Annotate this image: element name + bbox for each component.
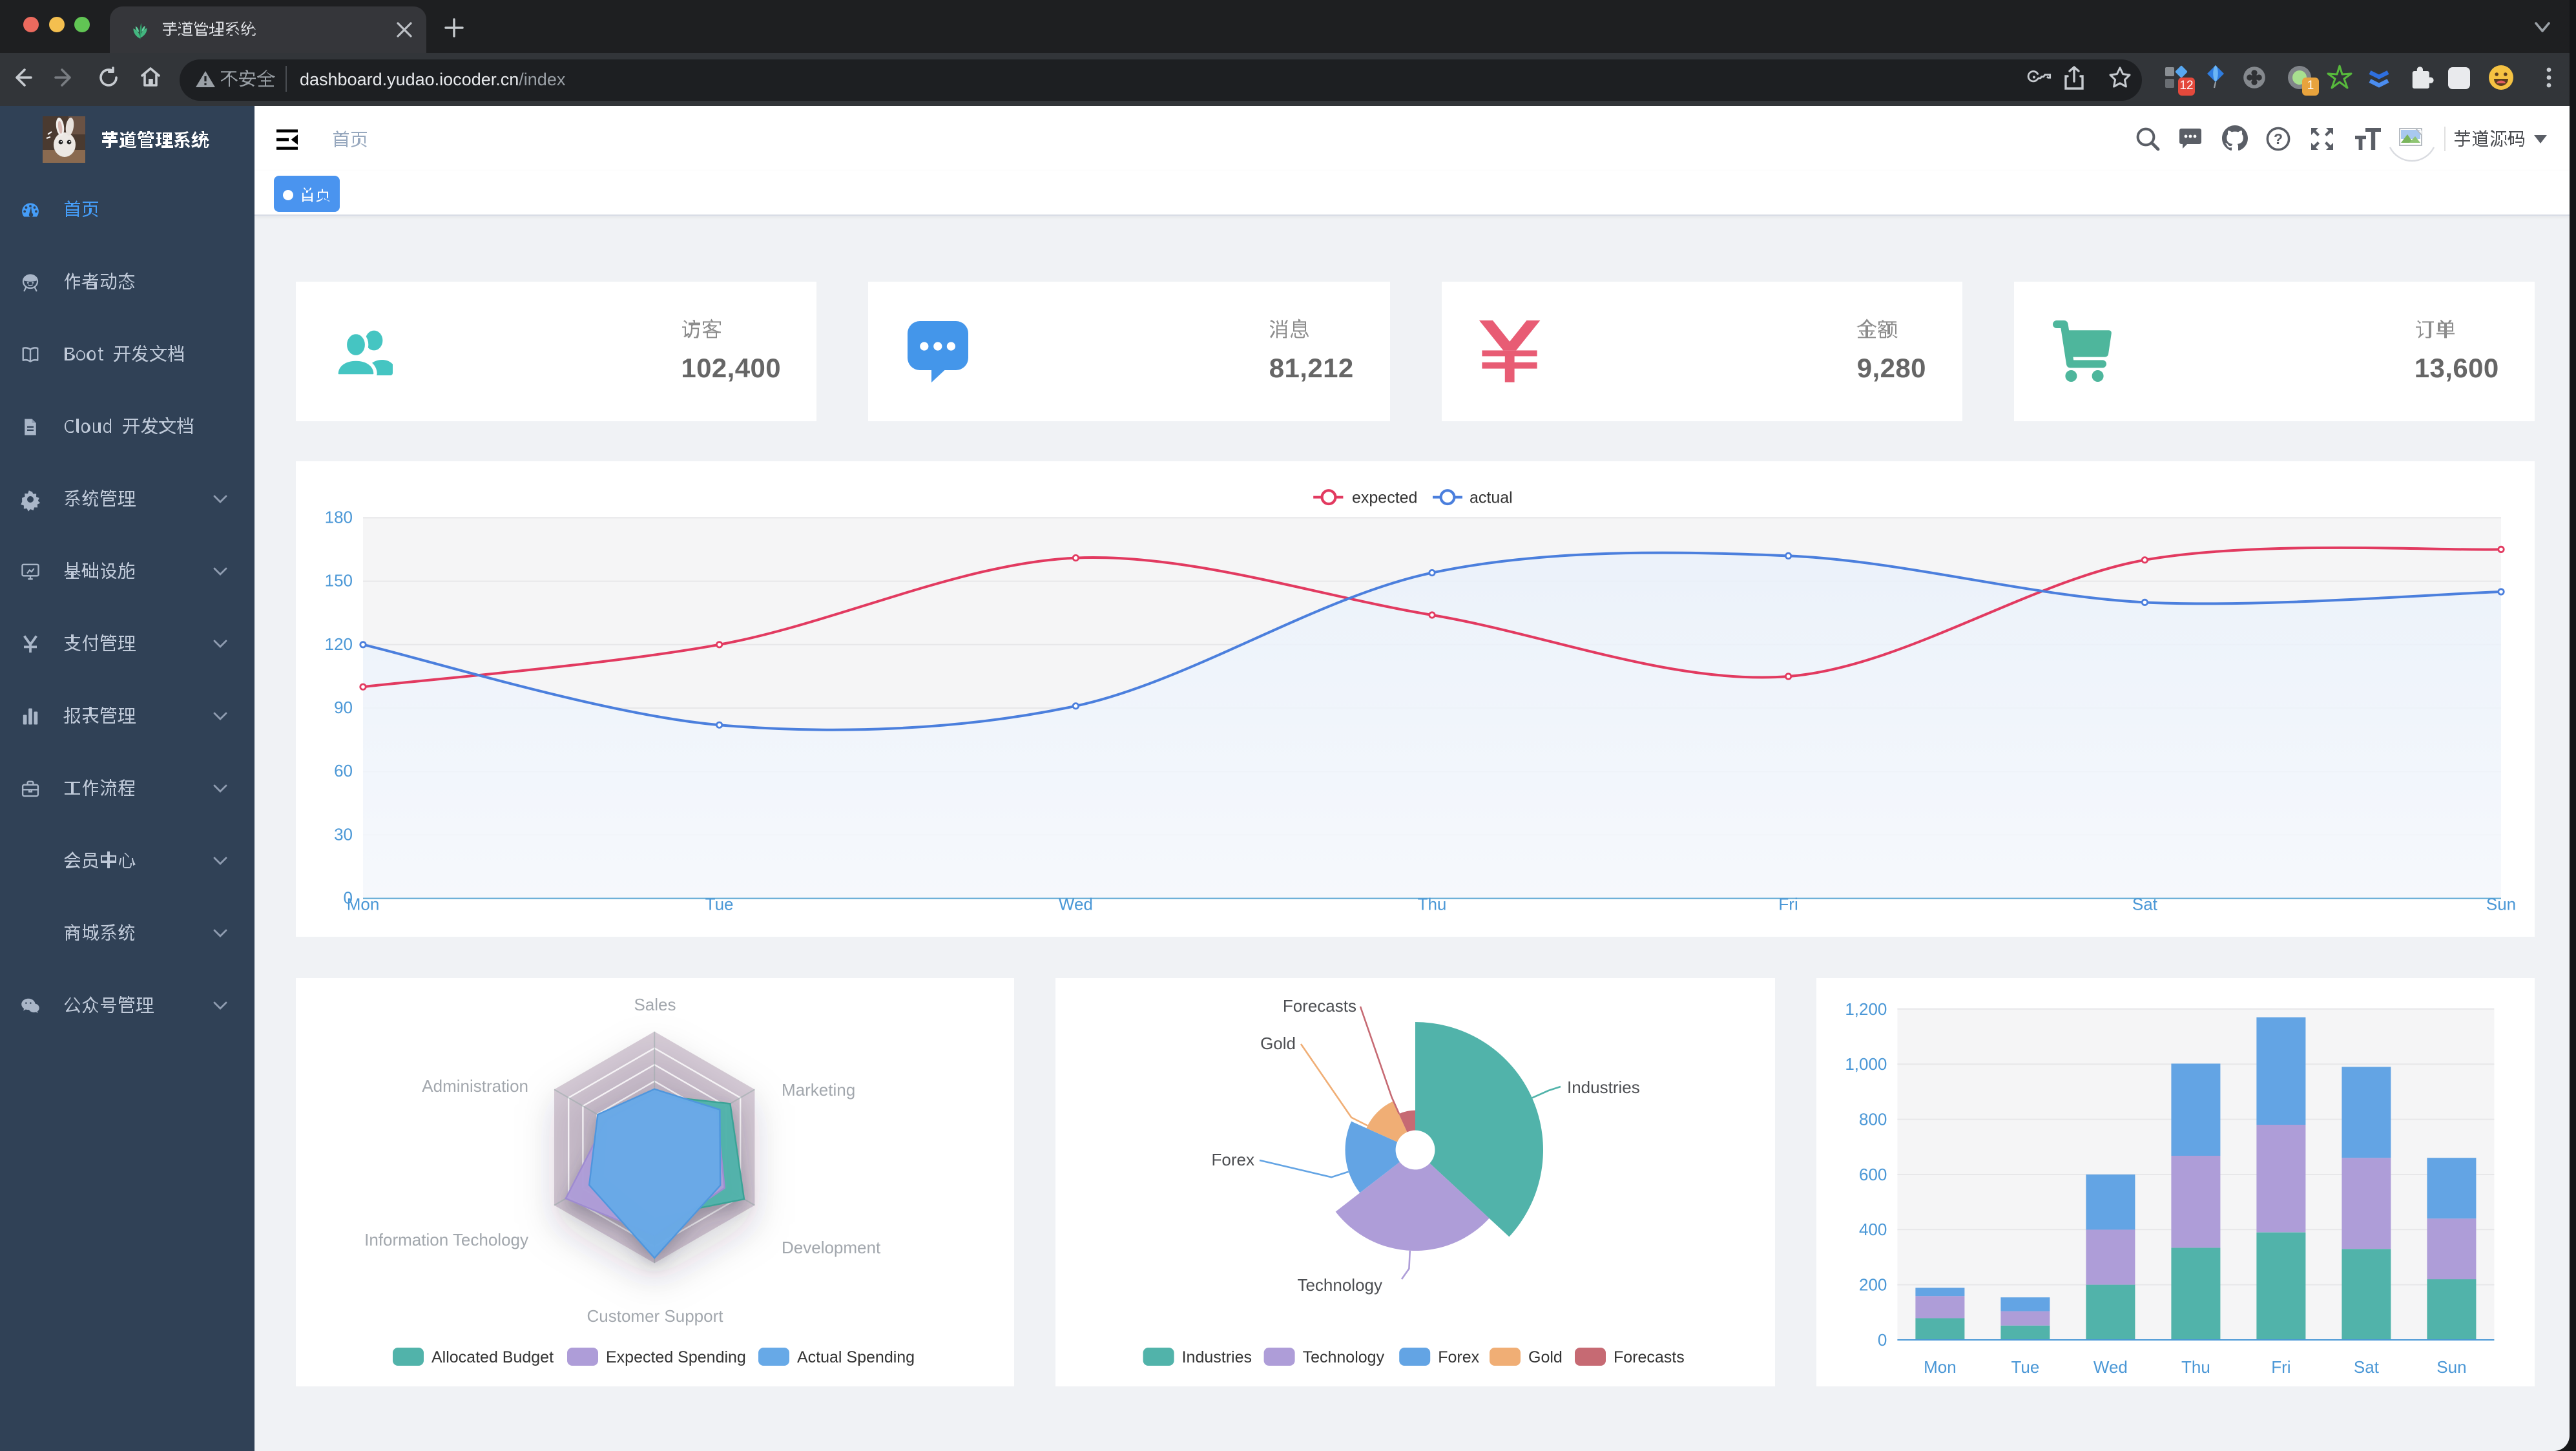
svg-text:Thu: Thu bbox=[1418, 895, 1447, 914]
svg-text:120: 120 bbox=[325, 634, 353, 654]
svg-text:Sun: Sun bbox=[2486, 895, 2516, 914]
svg-text:Wed: Wed bbox=[1059, 895, 1093, 914]
svg-text:Mon: Mon bbox=[347, 895, 380, 914]
svg-text:200: 200 bbox=[1859, 1275, 1887, 1295]
svg-text:Actual Spending: Actual Spending bbox=[797, 1348, 915, 1366]
svg-text:1,200: 1,200 bbox=[1845, 999, 1887, 1019]
svg-text:actual: actual bbox=[1470, 489, 1513, 507]
svg-text:Administration: Administration bbox=[422, 1076, 528, 1096]
svg-text:90: 90 bbox=[334, 698, 353, 717]
svg-text:Fri: Fri bbox=[1778, 895, 1798, 914]
svg-text:30: 30 bbox=[334, 824, 353, 844]
svg-text:Wed: Wed bbox=[2093, 1357, 2128, 1377]
svg-text:Marketing: Marketing bbox=[782, 1080, 855, 1100]
svg-text:150: 150 bbox=[325, 571, 353, 590]
svg-text:Gold: Gold bbox=[1528, 1348, 1563, 1366]
svg-text:Tue: Tue bbox=[705, 895, 734, 914]
svg-text:800: 800 bbox=[1859, 1110, 1887, 1129]
svg-text:Industries: Industries bbox=[1182, 1348, 1252, 1366]
svg-text:Thu: Thu bbox=[2181, 1357, 2210, 1377]
svg-text:0: 0 bbox=[344, 888, 353, 908]
svg-text:Information Techology: Information Techology bbox=[364, 1230, 528, 1249]
svg-text:Technology: Technology bbox=[1297, 1275, 1382, 1295]
svg-text:?: ? bbox=[2274, 130, 2283, 147]
svg-text:Customer Support: Customer Support bbox=[587, 1306, 724, 1326]
svg-text:Allocated Budget: Allocated Budget bbox=[431, 1348, 554, 1366]
svg-text:1,000: 1,000 bbox=[1845, 1054, 1887, 1074]
svg-text:Sun: Sun bbox=[2436, 1357, 2466, 1377]
svg-text:Forecasts: Forecasts bbox=[1614, 1348, 1685, 1366]
svg-text:0: 0 bbox=[1878, 1330, 1887, 1350]
svg-text:Development: Development bbox=[782, 1238, 881, 1257]
svg-text:180: 180 bbox=[325, 507, 353, 527]
svg-text:Tue: Tue bbox=[2011, 1357, 2039, 1377]
svg-text:600: 600 bbox=[1859, 1165, 1887, 1184]
svg-text:60: 60 bbox=[334, 761, 353, 780]
svg-text:expected: expected bbox=[1352, 489, 1417, 507]
svg-text:Technology: Technology bbox=[1303, 1348, 1385, 1366]
svg-text:Industries: Industries bbox=[1567, 1078, 1640, 1097]
svg-text:Sat: Sat bbox=[2354, 1357, 2380, 1377]
svg-text:400: 400 bbox=[1859, 1220, 1887, 1239]
svg-text:Forecasts: Forecasts bbox=[1283, 996, 1356, 1016]
svg-text:Sat: Sat bbox=[2132, 895, 2158, 914]
svg-text:Expected Spending: Expected Spending bbox=[606, 1348, 746, 1366]
svg-text:Mon: Mon bbox=[1924, 1357, 1957, 1377]
svg-text:Sales: Sales bbox=[634, 995, 676, 1014]
svg-text:Forex: Forex bbox=[1438, 1348, 1479, 1366]
svg-text:Gold: Gold bbox=[1260, 1034, 1296, 1053]
svg-text:Forex: Forex bbox=[1212, 1150, 1254, 1169]
svg-text:Fri: Fri bbox=[2271, 1357, 2290, 1377]
